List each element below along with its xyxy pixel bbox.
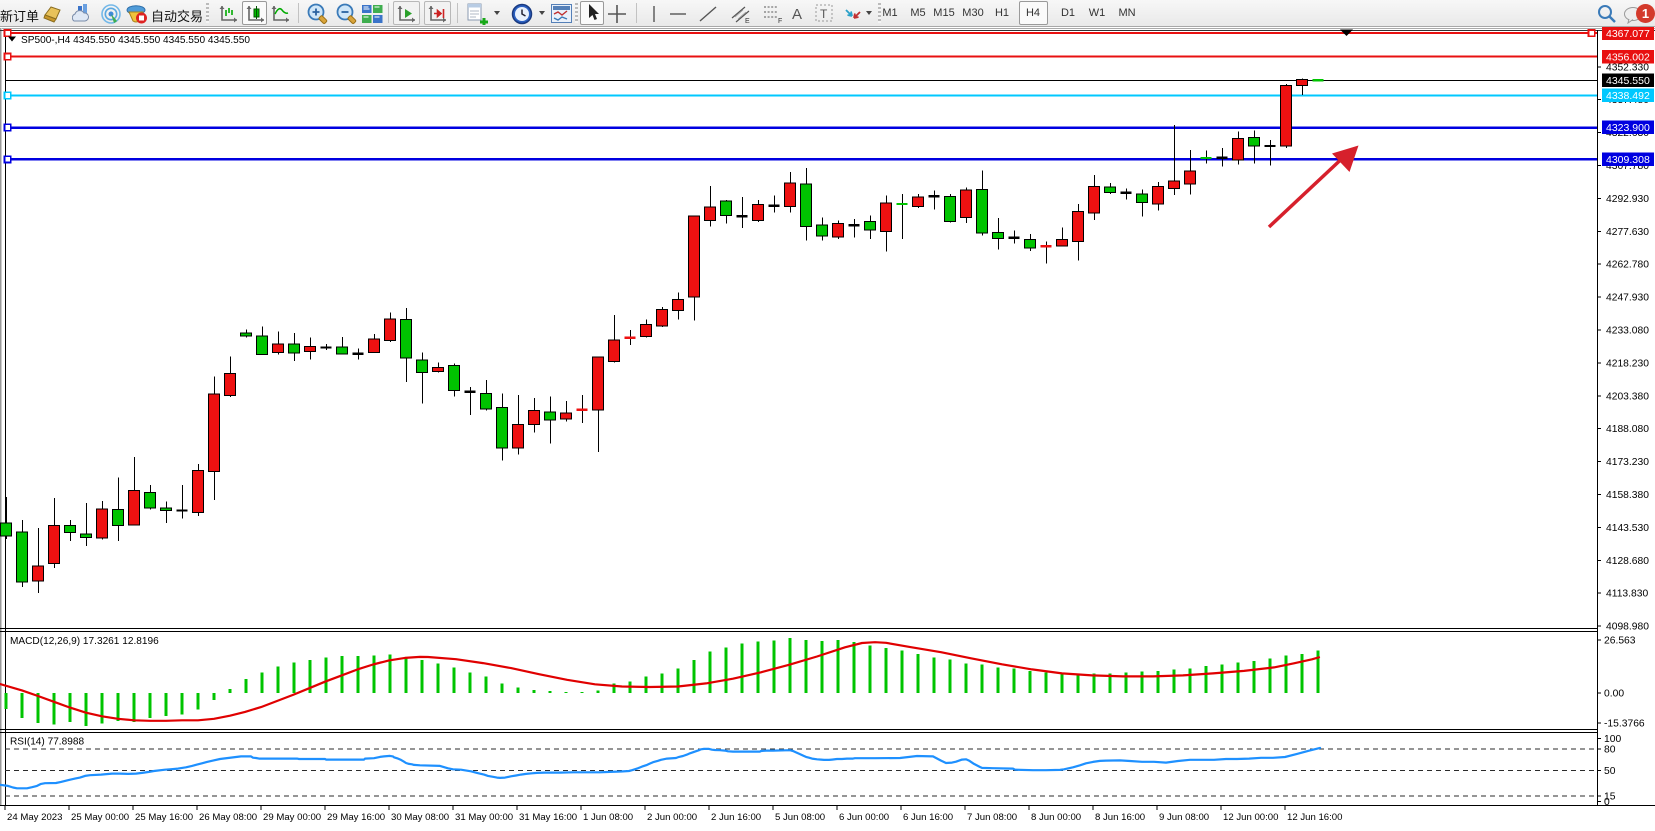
svg-text:4218.230: 4218.230 xyxy=(1606,358,1649,369)
svg-text:2 Jun 16:00: 2 Jun 16:00 xyxy=(711,812,761,823)
svg-text:0.00: 0.00 xyxy=(1604,689,1624,700)
svg-text:25 May 00:00: 25 May 00:00 xyxy=(71,812,129,823)
svg-text:31 May 16:00: 31 May 16:00 xyxy=(519,812,577,823)
svg-text:5 Jun 08:00: 5 Jun 08:00 xyxy=(775,812,825,823)
svg-text:4173.230: 4173.230 xyxy=(1606,457,1649,468)
svg-text:4247.930: 4247.930 xyxy=(1606,293,1649,304)
svg-text:4233.080: 4233.080 xyxy=(1606,326,1649,337)
svg-text:4203.380: 4203.380 xyxy=(1606,391,1649,402)
svg-text:4345.550: 4345.550 xyxy=(1606,75,1650,87)
svg-text:8 Jun 00:00: 8 Jun 00:00 xyxy=(1031,812,1081,823)
svg-text:24 May 2023: 24 May 2023 xyxy=(7,812,62,823)
svg-text:MACD(12,26,9) 17.3261 12.8196: MACD(12,26,9) 17.3261 12.8196 xyxy=(10,636,159,647)
svg-text:4188.080: 4188.080 xyxy=(1606,424,1649,435)
svg-text:29 May 16:00: 29 May 16:00 xyxy=(327,812,385,823)
svg-text:6 Jun 00:00: 6 Jun 00:00 xyxy=(839,812,889,823)
svg-text:4113.830: 4113.830 xyxy=(1606,589,1648,600)
svg-text:7 Jun 08:00: 7 Jun 08:00 xyxy=(967,812,1017,823)
svg-text:31 May 00:00: 31 May 00:00 xyxy=(455,812,513,823)
svg-text:4277.630: 4277.630 xyxy=(1606,227,1649,238)
svg-text:0: 0 xyxy=(1604,797,1610,808)
svg-text:4292.930: 4292.930 xyxy=(1606,194,1649,205)
svg-text:8 Jun 16:00: 8 Jun 16:00 xyxy=(1095,812,1145,823)
svg-text:F: F xyxy=(778,18,782,24)
svg-text:4098.980: 4098.980 xyxy=(1606,622,1649,633)
svg-text:E: E xyxy=(745,18,750,24)
svg-text:T: T xyxy=(820,7,828,21)
svg-text:26.563: 26.563 xyxy=(1604,636,1636,647)
svg-text:80: 80 xyxy=(1604,745,1616,756)
svg-text:50: 50 xyxy=(1604,766,1616,777)
svg-text:15: 15 xyxy=(1604,792,1616,803)
svg-text:A: A xyxy=(792,6,802,23)
svg-text:4262.780: 4262.780 xyxy=(1606,260,1649,271)
svg-text:12 Jun 16:00: 12 Jun 16:00 xyxy=(1287,812,1342,823)
svg-text:4356.002: 4356.002 xyxy=(1606,51,1650,63)
svg-text:4158.380: 4158.380 xyxy=(1606,490,1649,501)
svg-text:6 Jun 16:00: 6 Jun 16:00 xyxy=(903,812,953,823)
svg-text:4128.680: 4128.680 xyxy=(1606,556,1649,567)
svg-text:12 Jun 00:00: 12 Jun 00:00 xyxy=(1223,812,1278,823)
svg-text:4143.530: 4143.530 xyxy=(1606,523,1649,534)
svg-text:9 Jun 08:00: 9 Jun 08:00 xyxy=(1159,812,1209,823)
svg-text:1 Jun 08:00: 1 Jun 08:00 xyxy=(583,812,633,823)
svg-text:4309.308: 4309.308 xyxy=(1606,154,1650,166)
svg-text:2 Jun 00:00: 2 Jun 00:00 xyxy=(647,812,697,823)
svg-text:30 May 08:00: 30 May 08:00 xyxy=(391,812,449,823)
svg-text:100: 100 xyxy=(1604,734,1621,745)
svg-text:SP500-,H4 4345.550 4345.550 4: SP500-,H4 4345.550 4345.550 4345.550 434… xyxy=(21,35,250,46)
svg-text:4367.077: 4367.077 xyxy=(1606,28,1650,40)
svg-text:RSI(14) 77.8988: RSI(14) 77.8988 xyxy=(10,737,84,748)
svg-text:4338.492: 4338.492 xyxy=(1606,90,1650,102)
svg-text:-15.3766: -15.3766 xyxy=(1604,719,1645,730)
svg-text:4352.330: 4352.330 xyxy=(1606,62,1649,73)
svg-text:4307.780: 4307.780 xyxy=(1606,161,1649,172)
svg-text:25 May 16:00: 25 May 16:00 xyxy=(135,812,193,823)
svg-text:29 May 00:00: 29 May 00:00 xyxy=(263,812,321,823)
svg-text:26 May 08:00: 26 May 08:00 xyxy=(199,812,257,823)
svg-text:4323.900: 4323.900 xyxy=(1606,122,1650,134)
